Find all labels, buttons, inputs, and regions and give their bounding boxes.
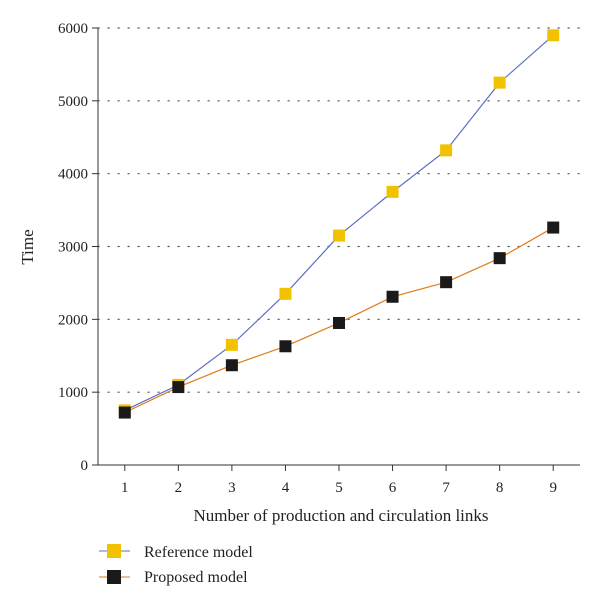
axes: 0 1000 2000 3000 4000 5000 6000 1 2 3 4 5 6 7 8 9 [58,21,580,496]
y-tick-label-4000: 4000 [58,167,88,183]
x-tick-label-4: 4 [282,480,290,496]
data-point-reference-model-3 [225,338,238,351]
legend-item-reference: Reference model [99,544,253,561]
x-tick-label-1: 1 [121,480,129,496]
y-axis-label: Time [18,229,37,264]
legend-label-reference: Reference model [144,544,253,561]
legend-marker-reference [107,544,121,558]
y-tick-label-5000: 5000 [58,94,88,110]
data-point-proposed-model-2 [172,381,185,394]
x-tick-label-6: 6 [389,480,397,496]
labels: Time Number of production and circulatio… [18,229,489,525]
data-point-reference-model-5 [333,229,345,242]
data-point-reference-model-4 [279,287,292,300]
x-tick-label-7: 7 [442,480,450,496]
x-tick-label-9: 9 [549,480,557,496]
data-point-proposed-model-1 [118,406,131,419]
data-point-proposed-model-9 [547,221,560,234]
x-tick-label-3: 3 [228,480,236,496]
x-tick-label-5: 5 [335,480,343,496]
data-point-proposed-model-3 [225,359,238,372]
y-tick-label-1000: 1000 [58,385,88,401]
data-point-proposed-model-6 [386,290,399,303]
legend-label-proposed: Proposed model [144,569,248,586]
data-point-reference-model-8 [493,76,506,89]
y-tick-label-3000: 3000 [58,240,88,256]
data-point-proposed-model-4 [279,340,292,353]
grid-lines [97,27,581,393]
data-point-reference-model-7 [440,144,453,157]
series-line-reference-model [124,34,554,411]
y-tick-label-6000: 6000 [58,21,88,37]
series-reference-model [118,29,560,417]
x-tick-label-2: 2 [175,480,183,496]
data-point-proposed-model-8 [493,252,506,265]
legend-marker-proposed [107,570,121,584]
x-axis-label: Number of production and circulation lin… [193,506,488,525]
data-point-proposed-model-5 [333,316,345,329]
data-point-reference-model-6 [386,185,399,198]
data-point-reference-model-9 [547,29,560,42]
y-tick-label-2000: 2000 [58,312,88,328]
y-tick-label-0: 0 [81,458,89,474]
data-point-proposed-model-7 [440,276,453,289]
series-layer [118,29,560,419]
x-tick-label-8: 8 [496,480,504,496]
legend: Reference model Proposed model [99,544,253,586]
legend-item-proposed: Proposed model [99,569,248,586]
series-proposed-model [118,221,560,419]
